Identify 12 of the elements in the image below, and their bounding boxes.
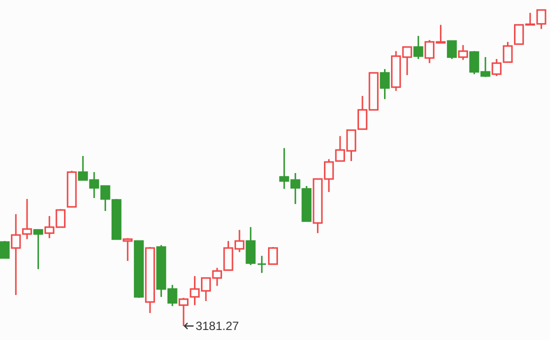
candlestick — [413, 35, 424, 60]
candlestick — [122, 237, 133, 262]
candlestick — [268, 246, 278, 265]
candlestick — [256, 255, 267, 274]
candlestick — [446, 40, 457, 60]
candlestick — [458, 44, 468, 61]
candlestick — [33, 229, 44, 270]
candlestick — [380, 68, 390, 100]
annotation: 3181.27 — [196, 319, 240, 333]
candlestick — [178, 297, 189, 327]
candlestick — [246, 226, 256, 266]
candlestick — [0, 240, 10, 259]
